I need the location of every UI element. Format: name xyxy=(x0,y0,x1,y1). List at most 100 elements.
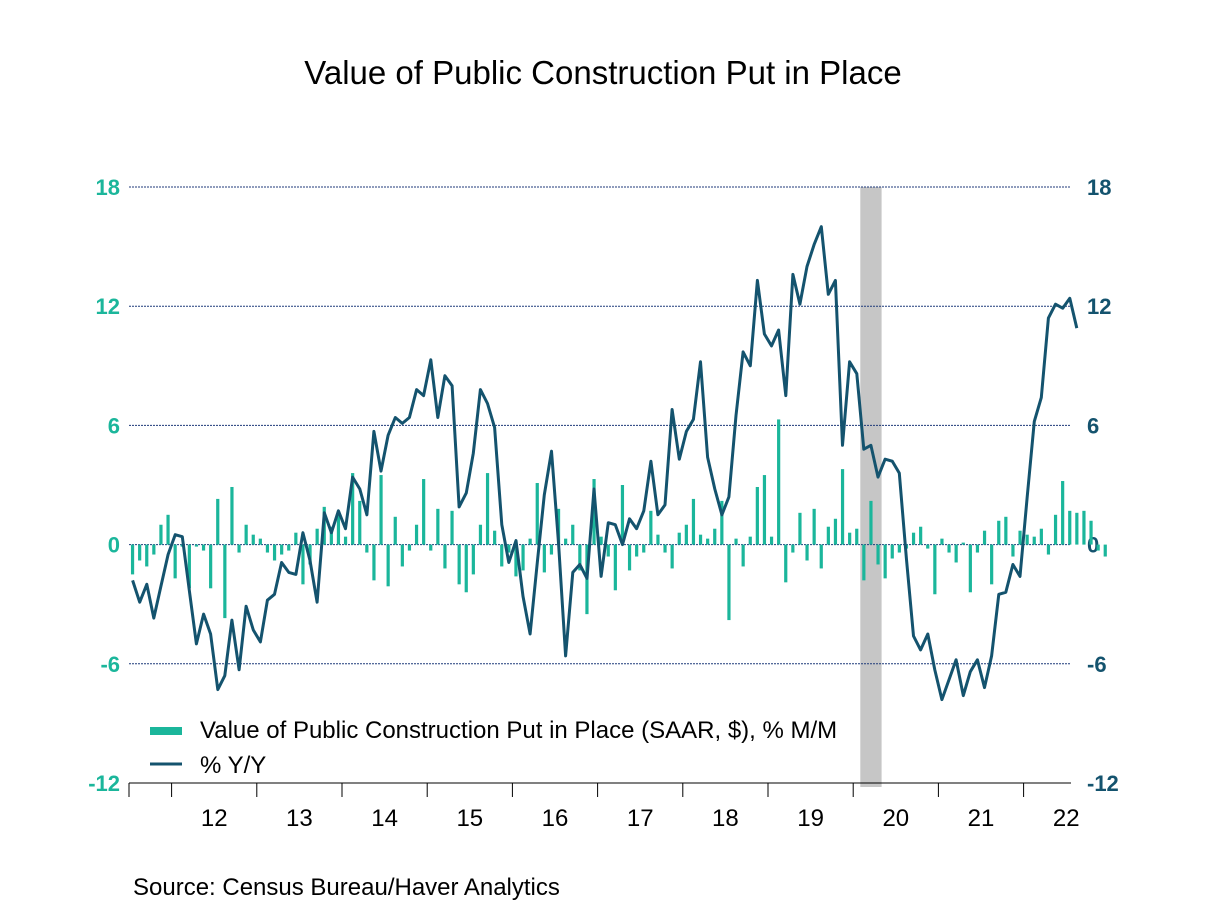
y-right-tick-label: -12 xyxy=(1087,771,1119,796)
mm-bar xyxy=(890,544,894,559)
mm-bar xyxy=(436,508,440,545)
mm-bar xyxy=(1068,510,1072,545)
mm-bar xyxy=(1082,510,1086,545)
mm-bar xyxy=(358,500,362,545)
mm-bar xyxy=(975,544,980,553)
mm-bar xyxy=(926,544,930,549)
mm-bar xyxy=(762,475,767,545)
mm-bar xyxy=(663,544,667,553)
mm-bar xyxy=(407,544,412,551)
mm-bar xyxy=(507,544,511,553)
mm-bar xyxy=(542,544,546,573)
mm-bar xyxy=(265,544,270,553)
mm-bar xyxy=(734,538,738,545)
mm-bar xyxy=(869,500,873,545)
mm-bar xyxy=(883,544,887,579)
mm-bar xyxy=(571,524,575,545)
mm-bar xyxy=(1061,481,1065,545)
mm-bar xyxy=(343,536,348,545)
mm-bar xyxy=(549,544,554,555)
mm-bar xyxy=(528,538,532,545)
mm-bar xyxy=(393,516,397,545)
mm-bar xyxy=(741,544,745,567)
mm-bar xyxy=(130,544,135,575)
mm-bar xyxy=(138,544,142,561)
x-tick-label: 13 xyxy=(286,805,313,832)
mm-bar xyxy=(769,536,774,545)
legend-label-mm: Value of Public Construction Put in Plac… xyxy=(200,717,837,744)
mm-bar xyxy=(1103,544,1107,557)
mm-bar xyxy=(990,544,994,585)
legend-swatch-mm xyxy=(150,727,182,735)
mm-bar xyxy=(1053,514,1058,545)
yy-line xyxy=(131,225,1079,702)
mm-bar xyxy=(471,544,475,575)
mm-bar xyxy=(230,486,234,545)
mm-bar xyxy=(379,475,383,545)
mm-bar xyxy=(911,532,916,545)
mm-bar xyxy=(365,544,369,553)
mm-bar xyxy=(194,544,199,547)
x-tick-label: 18 xyxy=(712,805,739,832)
mm-bar xyxy=(1046,544,1051,555)
mm-bar xyxy=(152,544,156,555)
mm-bar xyxy=(244,524,248,545)
mm-bar xyxy=(301,544,305,585)
mm-bar xyxy=(940,538,944,545)
y-left-tick-label: 18 xyxy=(96,175,120,200)
y-left-tick-label: -6 xyxy=(100,652,120,677)
mm-bar xyxy=(862,544,866,581)
mm-bar xyxy=(1075,512,1079,545)
mm-bar xyxy=(982,530,987,545)
mm-bar xyxy=(457,544,461,585)
mm-bar xyxy=(791,544,795,553)
mm-bar xyxy=(450,510,454,545)
mm-bar xyxy=(372,544,376,581)
chart-title: Value of Public Construction Put in Plac… xyxy=(304,54,901,91)
mm-bar xyxy=(429,544,433,551)
y-right-tick-label: 18 xyxy=(1087,175,1111,200)
mm-bar xyxy=(308,544,312,565)
mm-bar xyxy=(535,483,539,545)
mm-bar xyxy=(159,524,163,545)
mm-bar xyxy=(677,532,681,545)
source-note: Source: Census Bureau/Haver Analytics xyxy=(133,874,560,901)
mm-bar xyxy=(727,544,731,621)
mm-bar xyxy=(400,544,404,567)
mm-bar xyxy=(564,538,568,545)
x-tick-label: 14 xyxy=(371,805,398,832)
mm-bar xyxy=(478,524,483,545)
y-left-tick-label: 6 xyxy=(108,413,120,438)
x-tick-label: 15 xyxy=(456,805,483,832)
mm-bar xyxy=(351,473,355,545)
mm-bar xyxy=(876,544,880,565)
mm-bar xyxy=(223,544,227,619)
mm-bar xyxy=(272,544,277,561)
mm-bar xyxy=(720,500,724,545)
mm-bar xyxy=(166,514,170,545)
mm-bar xyxy=(855,528,859,545)
mm-bar xyxy=(1032,536,1036,545)
mm-bar xyxy=(798,512,802,545)
mm-bar xyxy=(1011,544,1015,557)
mm-bar xyxy=(1004,516,1008,545)
y-left-tick-label: 12 xyxy=(96,294,120,319)
mm-bar xyxy=(627,544,632,571)
mm-bar xyxy=(833,518,838,545)
x-tick-label: 20 xyxy=(882,805,909,832)
mm-bar xyxy=(897,544,901,553)
y-right-tick-label: 6 xyxy=(1087,413,1099,438)
x-tick-label: 12 xyxy=(201,805,228,832)
mm-bar xyxy=(670,544,674,569)
mm-bar xyxy=(1018,530,1022,545)
x-tick-label: 17 xyxy=(627,805,654,832)
mm-bar xyxy=(485,473,490,545)
mm-bar xyxy=(620,485,625,545)
mm-bar xyxy=(784,544,788,583)
mm-bar xyxy=(422,479,426,545)
mm-bar xyxy=(500,544,504,567)
mm-bar xyxy=(201,544,206,551)
mm-bar xyxy=(691,498,696,545)
mm-bar xyxy=(997,520,1001,545)
